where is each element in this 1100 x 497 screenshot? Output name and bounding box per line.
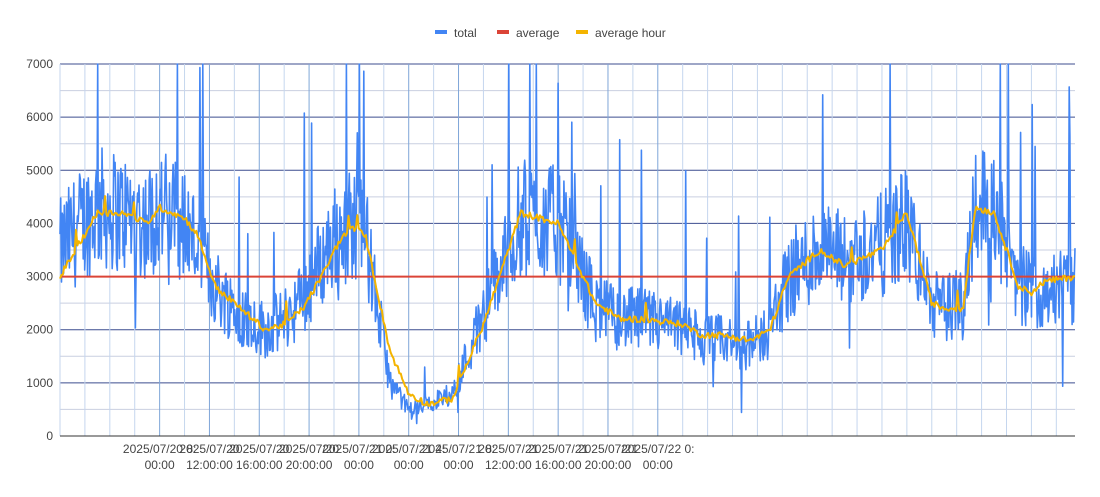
x-tick-label: 20:00:00: [585, 458, 632, 472]
x-tick-label: 00:00: [394, 458, 424, 472]
y-tick-label: 0: [46, 429, 53, 443]
x-tick-label: 00:00: [643, 458, 673, 472]
y-tick-label: 2000: [26, 323, 53, 337]
x-tick-label: 2025/07/21: [478, 442, 538, 456]
y-tick-label: 1000: [26, 376, 53, 390]
x-tick-label: 2025/07/22 0:: [621, 442, 694, 456]
y-tick-label: 4000: [26, 216, 53, 230]
x-tick-label: 12:00:00: [186, 458, 233, 472]
legend-swatch: [497, 30, 509, 34]
grid: [59, 63, 1075, 437]
x-tick-label: 2025/07/21 4:: [372, 442, 445, 456]
x-tick-label: 2025/07/20: [229, 442, 289, 456]
legend-swatch: [576, 30, 588, 34]
x-tick-label: 2025/07/21 0:: [322, 442, 395, 456]
axes: 0 1000 2000 3000 4000 5000 6000 7000 2025/07/20 …: [26, 57, 1075, 472]
x-tick-label: 00:00: [444, 458, 474, 472]
legend-swatch: [435, 30, 447, 34]
series-total-line: [59, 63, 1076, 425]
x-tick-label: 20:00:00: [286, 458, 333, 472]
x-tick-label: 2025/07/21: [528, 442, 588, 456]
x-tick-label: 12:00:00: [485, 458, 532, 472]
series-layer: [59, 63, 1076, 425]
x-tick-label: 16:00:00: [236, 458, 283, 472]
x-tick-label: 2025/07/20 8:: [123, 442, 196, 456]
y-tick-label: 3000: [26, 270, 53, 284]
series-average-hour-line: [59, 195, 1076, 407]
x-tick-label: 16:00:00: [535, 458, 582, 472]
x-tick-label: 2025/07/21 8:: [422, 442, 495, 456]
x-tick-label: 2025/07/21: [578, 442, 638, 456]
legend-label[interactable]: total: [454, 26, 477, 40]
x-tick-label: 00:00: [145, 458, 175, 472]
x-tick-label: 00:00: [344, 458, 374, 472]
legend[interactable]: total average average hour: [435, 26, 666, 40]
x-tick-label: 2025/07/20: [179, 442, 239, 456]
y-tick-label: 6000: [26, 110, 53, 124]
x-tick-label: 2025/07/20: [279, 442, 339, 456]
legend-label[interactable]: average hour: [595, 26, 666, 40]
y-tick-label: 5000: [26, 163, 53, 177]
legend-label[interactable]: average: [516, 26, 560, 40]
y-tick-label: 7000: [26, 57, 53, 71]
